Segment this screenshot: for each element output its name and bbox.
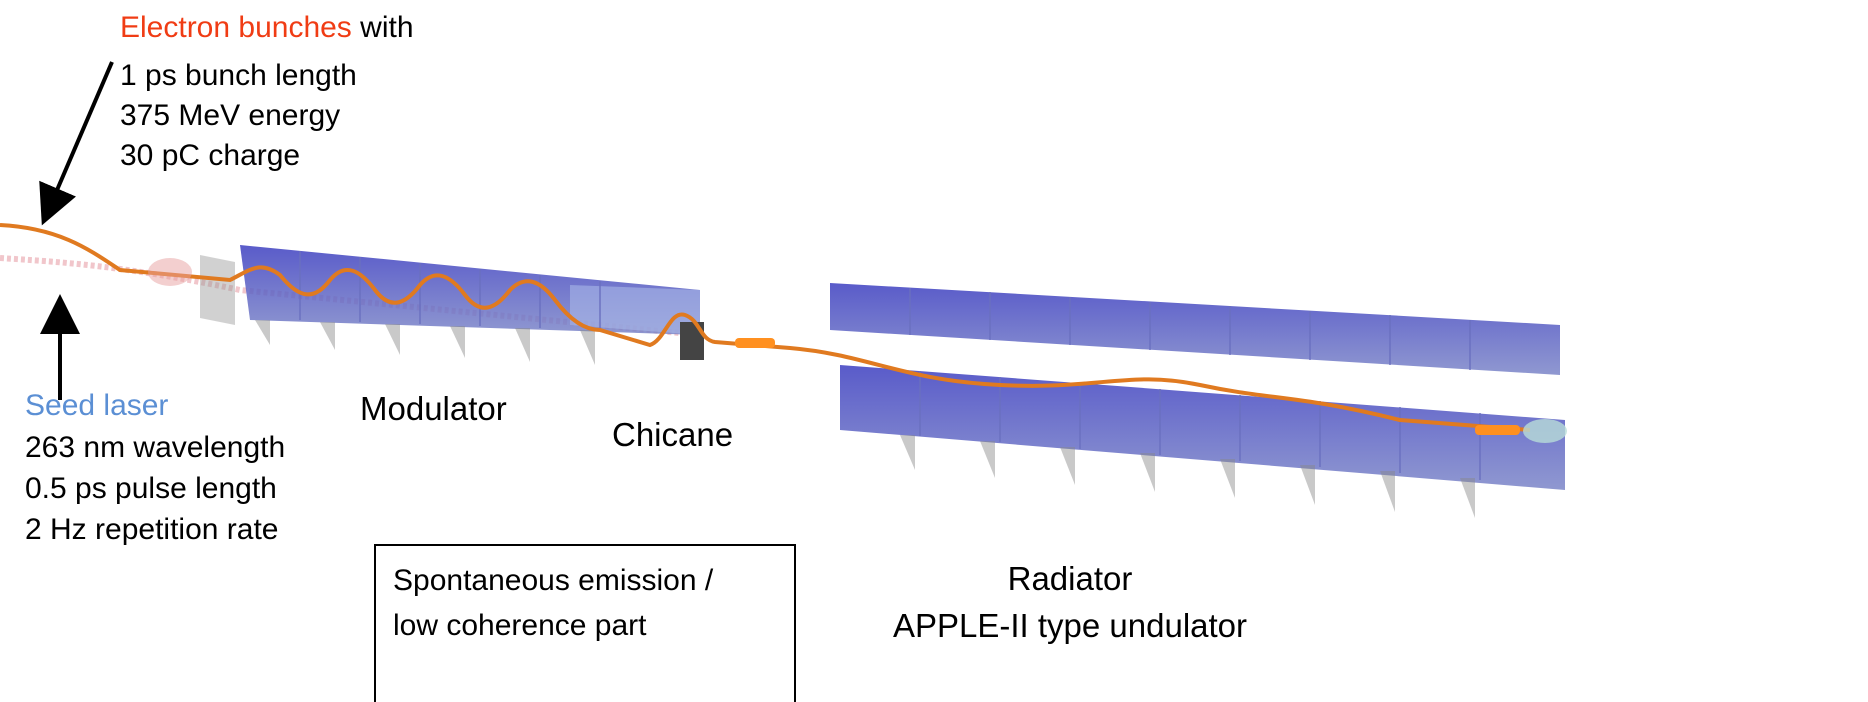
modulator [200, 245, 700, 365]
seed-title: Seed laser [25, 389, 168, 422]
note-line: Spontaneous emission / [393, 564, 714, 597]
radiator [830, 283, 1565, 518]
seed-line: 263 nm wavelength [25, 431, 285, 464]
electron-title-text: Electron bunches [120, 11, 352, 44]
electron-title: Electron bunches with [120, 11, 414, 44]
arrow [45, 62, 112, 218]
modulator-label: Modulator [360, 390, 507, 427]
radiator-label: APPLE-II type undulator [893, 607, 1247, 644]
electron-title-suffix: with [359, 11, 413, 44]
seed-line: 0.5 ps pulse length [25, 472, 277, 505]
interaction-glow [148, 258, 192, 286]
radiation [1523, 419, 1567, 443]
electron-line: 30 pC charge [120, 139, 300, 172]
electron-line: 1 ps bunch length [120, 59, 357, 92]
diagram: Electron bunches with 1 ps bunch length … [0, 0, 1868, 702]
bunch [735, 338, 775, 348]
radiator-label: Radiator [1008, 560, 1133, 597]
note-line: low coherence part [393, 609, 647, 642]
chicane-label: Chicane [612, 416, 733, 453]
seed-line: 2 Hz repetition rate [25, 513, 278, 546]
electron-line: 375 MeV energy [120, 99, 340, 132]
bunch [1475, 425, 1520, 435]
